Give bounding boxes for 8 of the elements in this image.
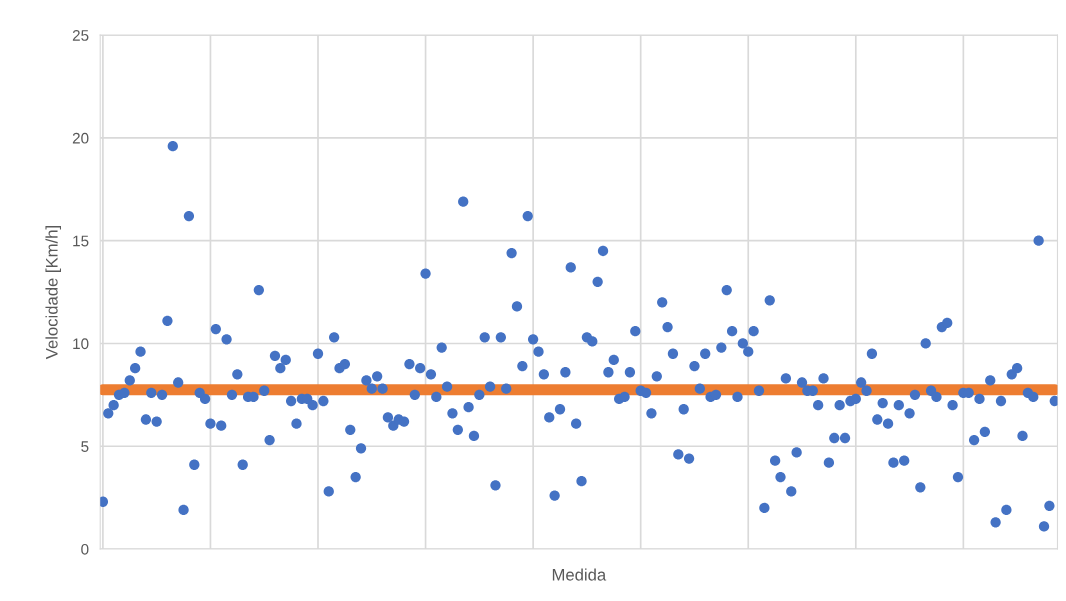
y-tick-label: 25 [72, 30, 89, 41]
y-tick-label: 5 [81, 441, 89, 452]
y-tick-label: 15 [73, 235, 89, 247]
y-tick-label: 0 [81, 543, 89, 555]
y-tick-label: 10 [73, 338, 89, 350]
y-tick-label: 20 [72, 132, 89, 144]
x-axis-title: Medida [552, 568, 607, 581]
y-axis-title: Velocidade [Km/h] [45, 226, 61, 360]
